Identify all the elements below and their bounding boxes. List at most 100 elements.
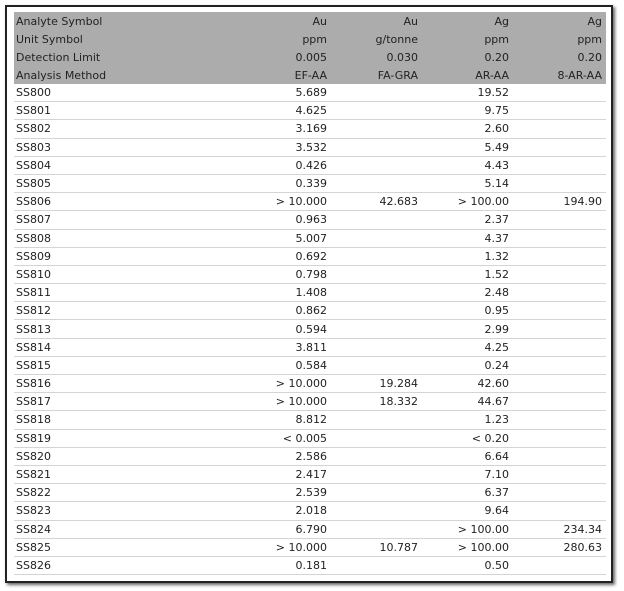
data-row-cell: [513, 119, 606, 139]
data-row-cell: [331, 556, 422, 576]
data-row-cell: 3.532: [240, 138, 331, 157]
data-row-cell: [513, 501, 606, 521]
data-row-cell: [331, 465, 422, 485]
data-row-cell: 1.408: [240, 283, 331, 303]
data-row-cell: > 100.00: [422, 538, 513, 557]
data-row-label: SS815: [14, 356, 240, 376]
data-row: SS821 2.417 7.10: [14, 465, 606, 485]
table-body: Analyte Symbol Au Au Ag Ag Unit Symbol ppm g/to…: [14, 12, 606, 576]
data-row-cell: [331, 84, 422, 103]
data-row-label: SS803: [14, 138, 240, 157]
header-row-label: Analyte Symbol: [14, 12, 240, 30]
data-row-cell: [331, 338, 422, 357]
data-row-cell: [513, 301, 606, 321]
data-row-label: SS813: [14, 319, 240, 339]
header-row-cell: Au: [331, 12, 422, 30]
data-row-label: SS810: [14, 265, 240, 285]
data-row-cell: 2.99: [422, 319, 513, 339]
data-row-cell: [331, 447, 422, 466]
header-row-cell: ppm: [240, 30, 331, 48]
data-row-cell: [513, 283, 606, 303]
data-row-label: SS816: [14, 374, 240, 394]
data-row-cell: 234.34: [513, 520, 606, 539]
data-row-label: SS814: [14, 338, 240, 357]
data-row-cell: [513, 483, 606, 503]
data-row-cell: [331, 265, 422, 285]
data-row: SS809 0.692 1.32: [14, 247, 606, 266]
data-row-label: SS820: [14, 447, 240, 466]
data-row-cell: > 100.00: [422, 520, 513, 539]
data-row: SS810 0.798 1.52: [14, 265, 606, 285]
data-row-cell: [331, 101, 422, 121]
data-row: SS820 2.586 6.64: [14, 447, 606, 466]
data-row-cell: 0.426: [240, 156, 331, 175]
data-row-cell: 5.49: [422, 138, 513, 157]
data-row-cell: 2.539: [240, 483, 331, 503]
data-row-label: SS821: [14, 465, 240, 485]
data-row-cell: [513, 265, 606, 285]
data-row-cell: [331, 229, 422, 248]
data-row: SS824 6.790 > 100.00 234.34: [14, 520, 606, 539]
data-row-cell: [513, 356, 606, 376]
data-row-cell: 42.60: [422, 374, 513, 394]
data-row-label: SS807: [14, 210, 240, 230]
data-row-cell: [331, 156, 422, 175]
header-row-cell: EF-AA: [240, 66, 331, 84]
data-row-cell: 5.689: [240, 84, 331, 103]
data-row: SS812 0.862 0.95: [14, 301, 606, 321]
data-row-cell: 0.24: [422, 356, 513, 376]
data-row-cell: [331, 410, 422, 430]
data-row-cell: 5.007: [240, 229, 331, 248]
data-row-cell: [331, 483, 422, 503]
header-row-cell: ppm: [422, 30, 513, 48]
header-row-cell: Ag: [422, 12, 513, 30]
data-row-cell: 19.284: [331, 374, 422, 394]
data-row-cell: 8.812: [240, 410, 331, 430]
data-row-cell: [513, 447, 606, 466]
data-row-cell: 2.018: [240, 501, 331, 521]
data-row-cell: 4.43: [422, 156, 513, 175]
data-row-cell: 6.37: [422, 483, 513, 503]
header-row-cell: Au: [240, 12, 331, 30]
data-row: SS805 0.339 5.14: [14, 174, 606, 194]
data-row-cell: [331, 520, 422, 539]
data-row-cell: 6.64: [422, 447, 513, 466]
data-row-cell: 0.692: [240, 247, 331, 266]
data-row-cell: 0.963: [240, 210, 331, 230]
data-row-label: SS805: [14, 174, 240, 194]
data-row-label: SS800: [14, 84, 240, 103]
data-row-cell: [513, 229, 606, 248]
data-row: SS814 3.811 4.25: [14, 338, 606, 357]
data-row-cell: 3.169: [240, 119, 331, 139]
data-row-cell: 9.64: [422, 501, 513, 521]
data-row-cell: > 100.00: [422, 192, 513, 212]
data-row-cell: 4.25: [422, 338, 513, 357]
data-row-label: SS825: [14, 538, 240, 557]
data-row: SS802 3.169 2.60: [14, 119, 606, 139]
data-row-cell: 2.37: [422, 210, 513, 230]
data-row-cell: 4.37: [422, 229, 513, 248]
header-row-label: Unit Symbol: [14, 30, 240, 48]
data-row-label: SS812: [14, 301, 240, 321]
data-row: SS825 > 10.000 10.787 > 100.00 280.63: [14, 538, 606, 557]
header-row-cell: ppm: [513, 30, 606, 48]
header-row-cell: g/tonne: [331, 30, 422, 48]
data-row-cell: [513, 392, 606, 412]
data-row: SS815 0.584 0.24: [14, 356, 606, 376]
header-row: Analysis Method EF-AA FA-GRA AR-AA 8-AR-AA: [14, 66, 606, 84]
data-row-cell: 0.50: [422, 556, 513, 576]
data-row-label: SS802: [14, 119, 240, 139]
data-row-label: SS822: [14, 483, 240, 503]
header-row-cell: 0.005: [240, 48, 331, 66]
data-row-cell: 1.52: [422, 265, 513, 285]
header-row: Unit Symbol ppm g/tonne ppm ppm: [14, 30, 606, 48]
data-row-cell: [513, 101, 606, 121]
data-row-cell: [513, 156, 606, 175]
data-row-cell: [513, 429, 606, 448]
results-table: Analyte Symbol Au Au Ag Ag Unit Symbol ppm g/to…: [14, 12, 606, 576]
data-row-cell: [513, 247, 606, 266]
data-row-cell: [331, 174, 422, 194]
data-row-cell: 18.332: [331, 392, 422, 412]
data-row-cell: > 10.000: [240, 192, 331, 212]
